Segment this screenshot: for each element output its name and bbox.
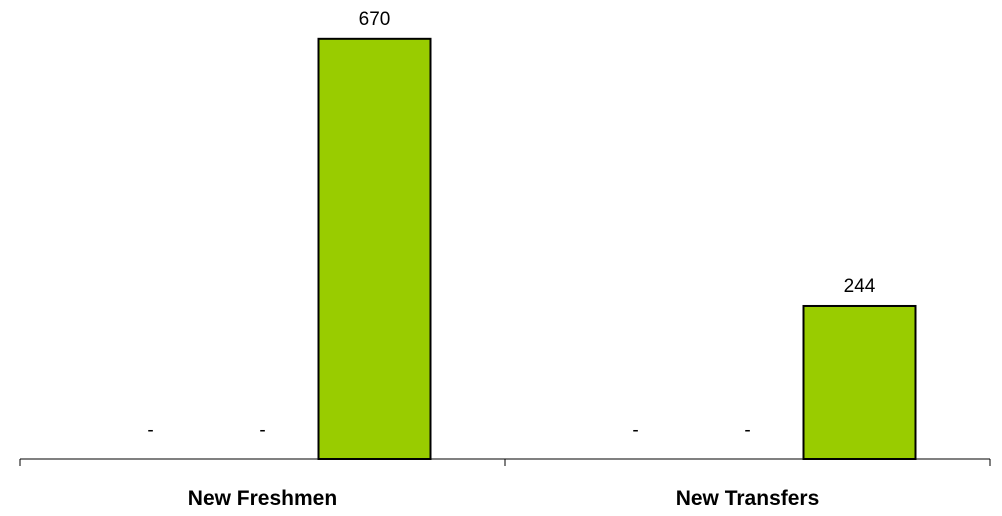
bar-new-freshmen [317,37,432,460]
data-label: - [744,420,750,441]
category-label-new-freshmen: New Freshmen [188,487,337,510]
data-label: - [632,420,638,441]
x-axis [19,458,991,466]
bar-new-transfers [802,304,917,460]
data-label: 244 [844,276,876,297]
data-labels-layer: New Freshmen - - 670 New Transfers - - 244 [147,9,875,510]
bars-layer [317,37,917,460]
data-label: 670 [359,9,391,30]
data-label: - [259,420,265,441]
category-label-new-transfers: New Transfers [676,487,820,510]
data-label: - [147,420,153,441]
